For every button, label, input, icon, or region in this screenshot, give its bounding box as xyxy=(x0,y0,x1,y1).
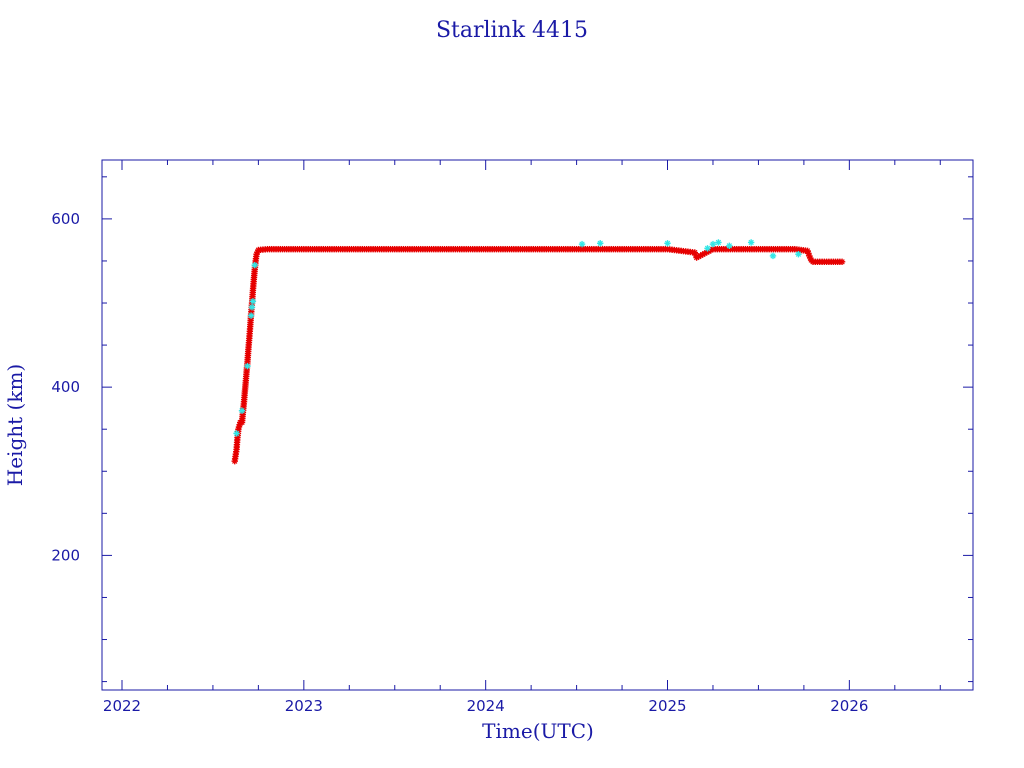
data-point xyxy=(838,258,846,265)
x-tick-label: 2023 xyxy=(285,697,323,715)
chart-title: Starlink 4415 xyxy=(436,18,588,43)
y-tick-label: 600 xyxy=(51,210,80,228)
data-point xyxy=(578,240,586,248)
series-0 xyxy=(231,245,846,465)
y-axis-ticks: 200 400 600 xyxy=(51,210,973,564)
data-point xyxy=(664,240,671,247)
series-1 xyxy=(233,239,802,437)
x-tick-label: 2022 xyxy=(103,697,141,715)
data-point xyxy=(238,407,246,414)
y-tick-label: 200 xyxy=(51,546,80,564)
data-point xyxy=(726,242,733,250)
data-point xyxy=(769,252,777,260)
data-point xyxy=(704,245,711,252)
plot-frame xyxy=(101,159,974,691)
x-tick-label: 2025 xyxy=(648,697,686,715)
data-point xyxy=(709,240,717,248)
x-axis-ticks: 2022 2023 2024 2025 2026 xyxy=(103,160,868,715)
data-point xyxy=(244,362,251,370)
x-tick-label: 2026 xyxy=(830,697,868,715)
data-point xyxy=(248,304,256,311)
y-axis-label: Height (km) xyxy=(3,364,27,486)
x-tick-label: 2024 xyxy=(467,697,505,715)
data-point xyxy=(233,430,240,437)
data-point xyxy=(795,251,802,258)
minor-ticks xyxy=(102,160,973,690)
y-tick-label: 400 xyxy=(51,378,80,396)
data-point xyxy=(715,239,722,246)
data-point xyxy=(597,240,604,247)
data-point xyxy=(249,298,257,305)
data-point xyxy=(251,261,258,269)
series-layer xyxy=(231,239,846,465)
x-axis-label: Time(UTC) xyxy=(482,719,594,743)
data-point xyxy=(247,312,255,319)
data-point xyxy=(747,239,755,246)
